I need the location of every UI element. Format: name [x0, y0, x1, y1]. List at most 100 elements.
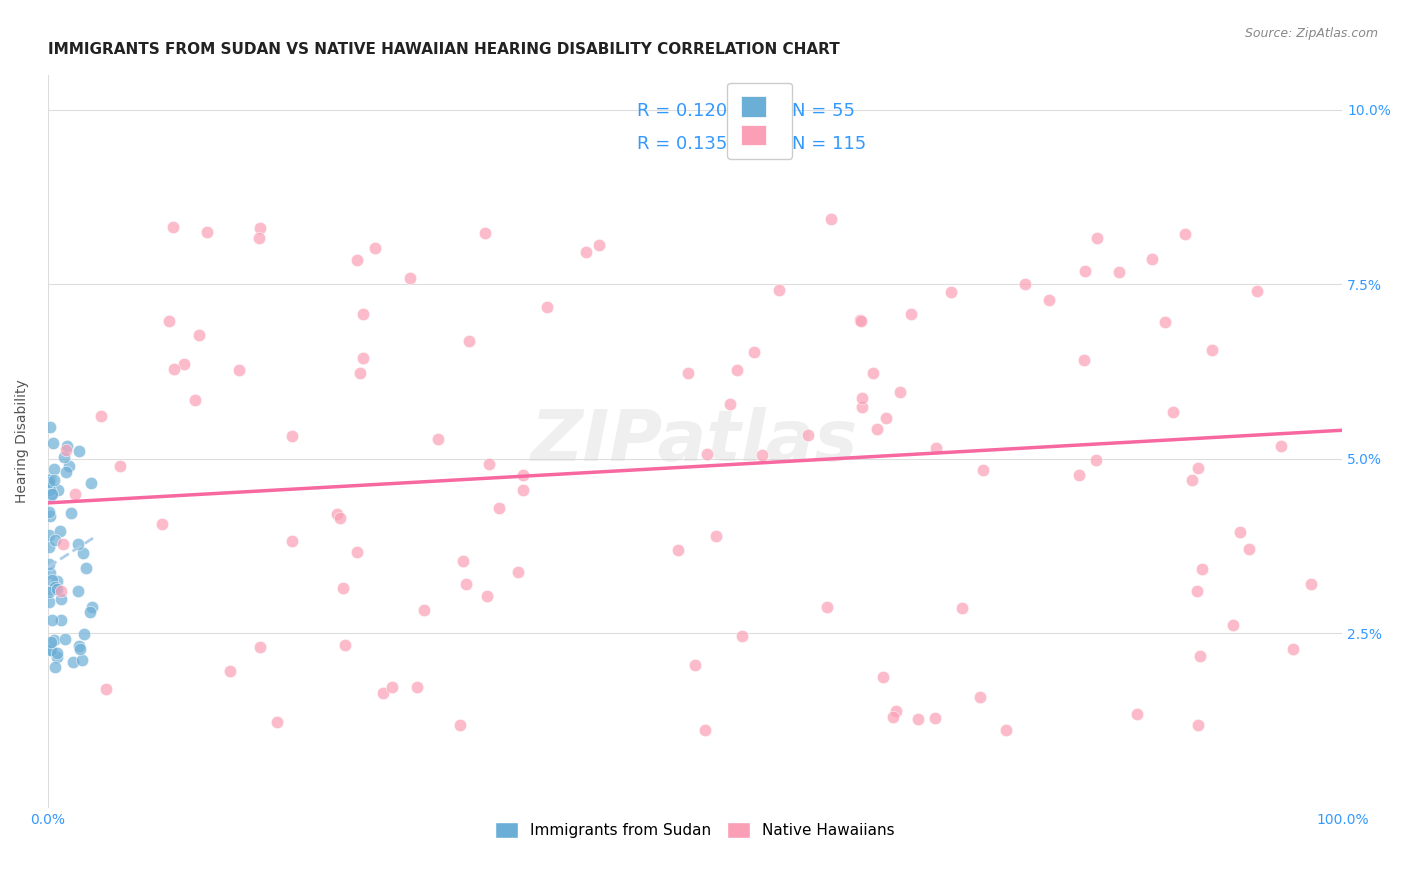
Point	[183, 392, 205, 407]
Point	[796, 428, 818, 442]
Point	[42, 462, 65, 476]
Point	[51, 613, 73, 627]
Point	[67, 640, 90, 654]
Point	[426, 433, 449, 447]
Point	[55, 443, 77, 458]
Point	[1038, 293, 1060, 307]
Point	[266, 714, 288, 729]
Point	[866, 421, 889, 435]
Point	[475, 589, 498, 603]
Point	[506, 565, 529, 579]
Point	[398, 271, 420, 285]
Point	[333, 638, 356, 652]
Point	[49, 592, 72, 607]
Point	[683, 657, 706, 672]
Point	[80, 476, 103, 491]
Point	[512, 483, 534, 497]
Point	[42, 632, 65, 647]
Point	[364, 241, 387, 255]
Point	[1085, 231, 1108, 245]
Point	[381, 680, 404, 694]
Point	[53, 632, 76, 646]
Text: ZIPatlas: ZIPatlas	[531, 407, 859, 475]
Point	[695, 723, 717, 737]
Point	[41, 435, 63, 450]
Point	[65, 487, 87, 501]
Point	[72, 546, 94, 560]
Point	[67, 444, 90, 458]
Point	[950, 601, 973, 615]
Point	[851, 391, 873, 405]
Point	[768, 283, 790, 297]
Point	[52, 537, 75, 551]
Text: N = 55: N = 55	[792, 102, 855, 120]
Text: Source: ZipAtlas.com: Source: ZipAtlas.com	[1244, 27, 1378, 40]
Point	[59, 506, 82, 520]
Point	[1270, 439, 1292, 453]
Point	[851, 401, 873, 415]
Point	[751, 448, 773, 462]
Point	[38, 557, 60, 571]
Point	[451, 554, 474, 568]
Point	[247, 231, 270, 245]
Point	[41, 613, 63, 627]
Point	[458, 334, 481, 348]
Point	[38, 473, 60, 487]
Point	[62, 655, 84, 669]
Point	[1174, 227, 1197, 241]
Text: N = 115: N = 115	[792, 135, 866, 153]
Point	[1237, 542, 1260, 557]
Point	[925, 441, 948, 455]
Point	[1185, 583, 1208, 598]
Point	[187, 327, 209, 342]
Point	[67, 537, 90, 551]
Point	[55, 465, 77, 479]
Point	[39, 643, 62, 657]
Point	[42, 473, 65, 487]
Point	[449, 718, 471, 732]
Point	[228, 363, 250, 377]
Point	[872, 670, 894, 684]
Point	[195, 225, 218, 239]
Point	[46, 483, 69, 497]
Point	[474, 227, 496, 241]
Point	[875, 410, 897, 425]
Point	[1014, 277, 1036, 291]
Point	[90, 409, 112, 423]
Point	[851, 314, 873, 328]
Point	[281, 534, 304, 549]
Point	[1191, 562, 1213, 576]
Point	[882, 709, 904, 723]
Point	[536, 300, 558, 314]
Point	[329, 511, 352, 525]
Point	[1073, 352, 1095, 367]
Point	[58, 458, 80, 473]
Point	[1187, 717, 1209, 731]
Point	[55, 439, 77, 453]
Point	[889, 385, 911, 400]
Point	[969, 690, 991, 704]
Point	[41, 643, 63, 657]
Point	[46, 574, 69, 588]
Point	[731, 629, 754, 643]
Point	[346, 544, 368, 558]
Text: R = 0.120: R = 0.120	[637, 102, 727, 120]
Point	[1108, 265, 1130, 279]
Point	[995, 723, 1018, 738]
Point	[46, 582, 69, 596]
Point	[1299, 577, 1322, 591]
Point	[1085, 452, 1108, 467]
Point	[249, 221, 271, 235]
Point	[1246, 284, 1268, 298]
Point	[96, 681, 118, 696]
Point	[38, 595, 60, 609]
Point	[884, 704, 907, 718]
Point	[108, 459, 131, 474]
Point	[862, 367, 884, 381]
Point	[352, 351, 374, 365]
Point	[488, 501, 510, 516]
Point	[742, 344, 765, 359]
Point	[1073, 264, 1095, 278]
Point	[66, 584, 89, 599]
Y-axis label: Hearing Disability: Hearing Disability	[15, 379, 30, 503]
